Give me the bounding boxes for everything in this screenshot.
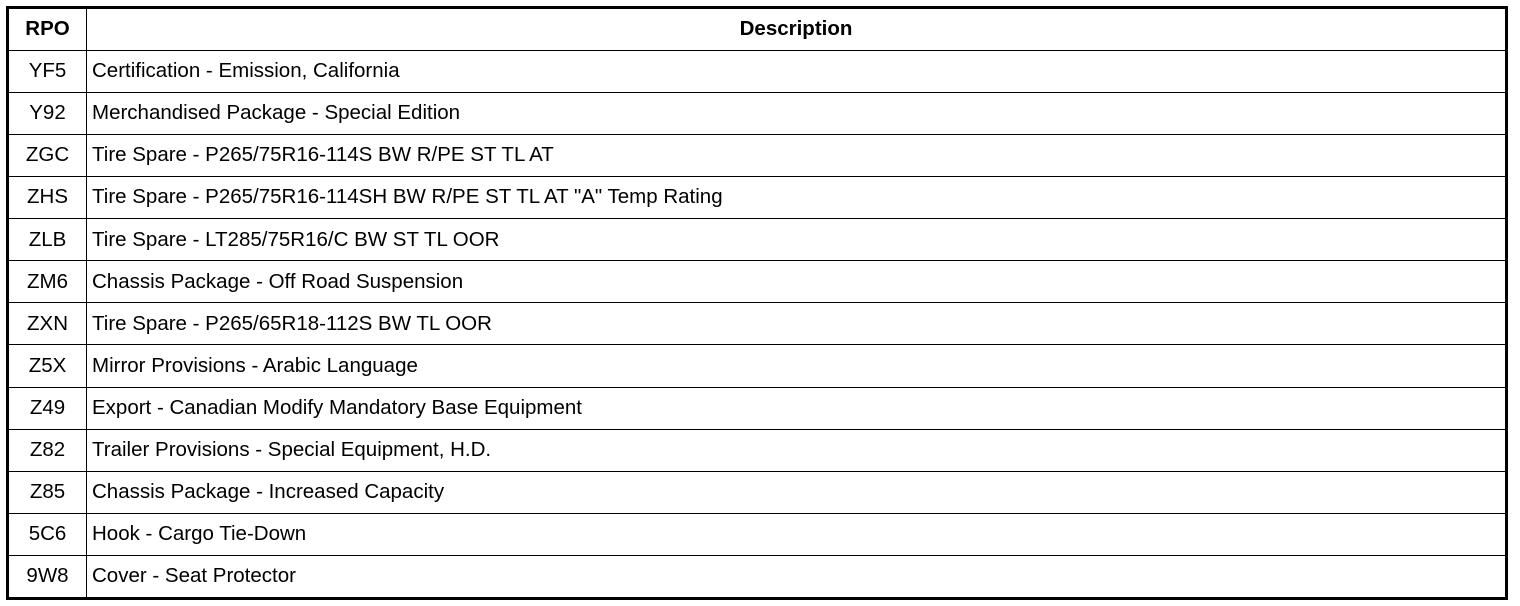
rpo-description: Hook - Cargo Tie-Down bbox=[86, 512, 1507, 556]
table-row: Z85 Chassis Package - Increased Capacity bbox=[7, 470, 1507, 514]
table-row: Z82 Trailer Provisions - Special Equipmen… bbox=[7, 428, 1507, 472]
rpo-code: 5C6 bbox=[7, 512, 87, 556]
table-row: Z5X Mirror Provisions - Arabic Language bbox=[7, 344, 1507, 388]
rpo-code: ZM6 bbox=[7, 260, 87, 304]
header-description: Description bbox=[86, 7, 1507, 51]
rpo-description: Tire Spare - LT285/75R16/C BW ST TL OOR bbox=[86, 218, 1507, 262]
rpo-code: Z49 bbox=[7, 386, 87, 430]
rpo-description: Certification - Emission, California bbox=[86, 49, 1507, 94]
table-row: ZLB Tire Spare - LT285/75R16/C BW ST TL O… bbox=[7, 218, 1507, 262]
rpo-code: Z85 bbox=[7, 470, 87, 514]
rpo-description: Cover - Seat Protector bbox=[86, 554, 1507, 600]
table-row: ZGC Tire Spare - P265/75R16-114S BW R/PE … bbox=[7, 134, 1507, 178]
table-row: ZXN Tire Spare - P265/65R18-112S BW TL OO… bbox=[7, 302, 1507, 346]
rpo-description: Tire Spare - P265/75R16-114S BW R/PE ST … bbox=[86, 134, 1507, 178]
table-row: 5C6 Hook - Cargo Tie-Down bbox=[7, 512, 1507, 556]
rpo-description: Tire Spare - P265/65R18-112S BW TL OOR bbox=[86, 302, 1507, 346]
rpo-code: ZXN bbox=[7, 302, 87, 346]
rpo-description: Merchandised Package - Special Edition bbox=[86, 92, 1507, 136]
rpo-description: Chassis Package - Off Road Suspension bbox=[86, 260, 1507, 304]
rpo-code: ZHS bbox=[7, 176, 87, 220]
table-row: 9W8 Cover - Seat Protector bbox=[7, 554, 1507, 600]
table-row: ZM6 Chassis Package - Off Road Suspension bbox=[7, 260, 1507, 304]
rpo-code: YF5 bbox=[7, 49, 87, 94]
header-rpo: RPO bbox=[7, 7, 87, 51]
table-row: YF5 Certification - Emission, California bbox=[7, 49, 1507, 94]
table-row: Y92 Merchandised Package - Special Editio… bbox=[7, 92, 1507, 136]
table-row: ZHS Tire Spare - P265/75R16-114SH BW R/PE… bbox=[7, 176, 1507, 220]
rpo-description: Mirror Provisions - Arabic Language bbox=[86, 344, 1507, 388]
rpo-code: ZGC bbox=[7, 134, 87, 178]
rpo-code: Z5X bbox=[7, 344, 87, 388]
table-row: Z49 Export - Canadian Modify Mandatory Ba… bbox=[7, 386, 1507, 430]
rpo-table: RPO Description YF5 Certification - Emiss… bbox=[6, 6, 1508, 600]
rpo-code: 9W8 bbox=[7, 554, 87, 600]
rpo-description: Chassis Package - Increased Capacity bbox=[86, 470, 1507, 514]
rpo-code: ZLB bbox=[7, 218, 87, 262]
rpo-code: Z82 bbox=[7, 428, 87, 472]
rpo-description: Tire Spare - P265/75R16-114SH BW R/PE ST… bbox=[86, 176, 1507, 220]
rpo-description: Export - Canadian Modify Mandatory Base … bbox=[86, 386, 1507, 430]
rpo-description: Trailer Provisions - Special Equipment, … bbox=[86, 428, 1507, 472]
header-row: RPO Description bbox=[7, 7, 1507, 51]
rpo-code: Y92 bbox=[7, 92, 87, 136]
